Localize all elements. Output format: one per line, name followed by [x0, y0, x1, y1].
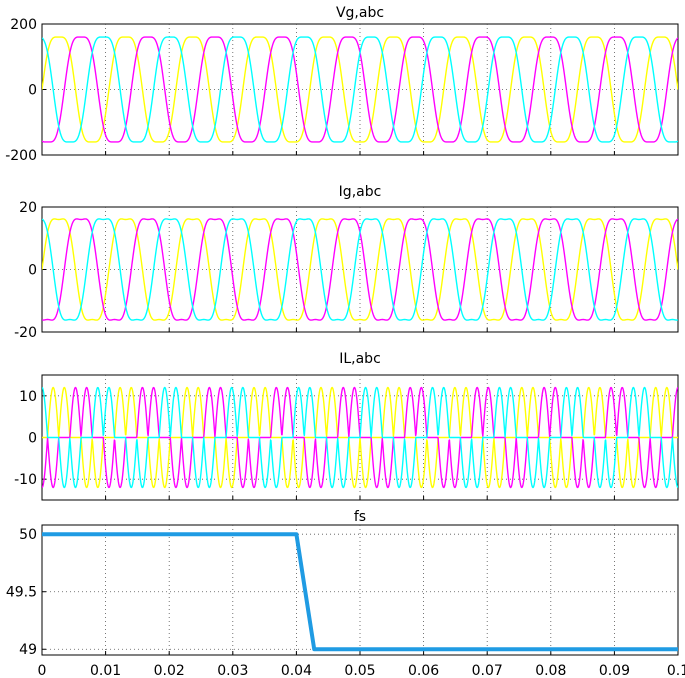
- fs-xtick-label: 0: [38, 663, 47, 678]
- ig-title: Ig,abc: [339, 184, 382, 200]
- fs-ytick-label: 49.5: [6, 585, 37, 601]
- fs-panel: fs 49 49.5 50 0 0.01 0.02 0.03 0.04 0.05 0.06 0.07 0…: [6, 509, 685, 678]
- vg-plot-area: [41, 23, 679, 156]
- vg-title: Vg,abc: [336, 5, 384, 21]
- ig-series-2-line: [42, 218, 678, 321]
- fs-ytick-label: 50: [19, 527, 37, 543]
- fs-xtick-label: 0.01: [90, 663, 121, 678]
- fs-series-0-line: [42, 532, 678, 652]
- fs-xtick-label: 0.04: [281, 663, 312, 678]
- il-title: IL,abc: [339, 351, 381, 367]
- fs-xtick-label: 0.03: [217, 663, 248, 678]
- vg-ytick-label: -200: [5, 148, 37, 164]
- vg-panel: Vg,abc -200 0 200: [5, 5, 679, 164]
- fs-xtick-label: 0.1: [667, 663, 685, 678]
- fs-xtick-label: 0.07: [472, 663, 503, 678]
- fs-xtick-label: 0.08: [535, 663, 566, 678]
- fs-xtick-label: 0.09: [599, 663, 630, 678]
- fs-xtick-label: 0.02: [154, 663, 185, 678]
- il-series-2-line: [42, 386, 678, 489]
- fs-title: fs: [354, 509, 366, 525]
- vg-ytick-label: 0: [28, 83, 37, 99]
- il-ytick-label: -10: [14, 472, 37, 488]
- ig-ytick-label: 0: [28, 263, 37, 279]
- fs-xtick-label: 0.05: [344, 663, 375, 678]
- ig-ytick-label: -20: [14, 325, 37, 341]
- vg-ytick-label: 200: [10, 17, 37, 33]
- fs-xtick-label: 0.06: [408, 663, 439, 678]
- ig-panel: Ig,abc -20 0 20: [14, 184, 679, 341]
- vg-series-2-line: [42, 36, 678, 143]
- ig-ytick-label: 20: [19, 200, 37, 216]
- il-ytick-label: 10: [19, 389, 37, 405]
- il-panel: IL,abc -10 0 10: [14, 351, 679, 501]
- fs-ytick-label: 49: [19, 642, 37, 658]
- il-ytick-label: 0: [28, 431, 37, 447]
